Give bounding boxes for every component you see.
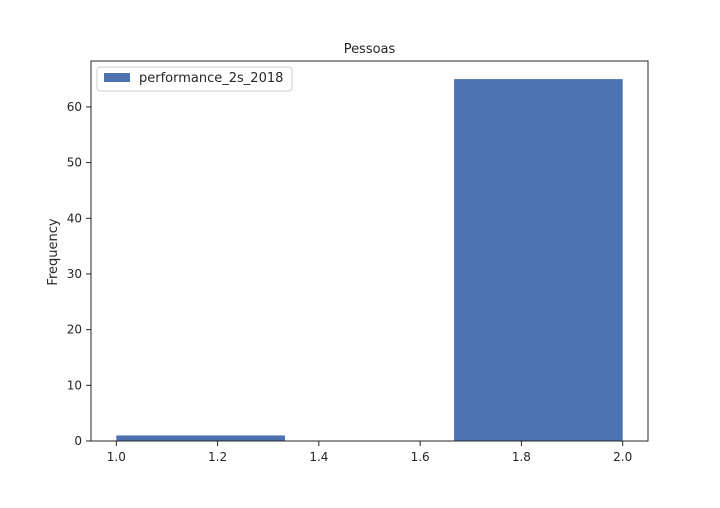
x-tick-label: 1.6 [411, 450, 430, 464]
chart-title: Pessoas [344, 42, 396, 57]
x-tick-label: 1.4 [309, 450, 328, 464]
bar [454, 79, 623, 441]
y-tick-label: 60 [67, 100, 82, 114]
y-tick-label: 10 [67, 378, 82, 392]
y-axis: 0 10 20 30 40 50 60 [67, 100, 91, 448]
x-tick-label: 1.2 [208, 450, 227, 464]
y-tick-label: 30 [67, 267, 82, 281]
y-tick-label: 50 [67, 156, 82, 170]
legend: performance_2s_2018 [96, 66, 293, 92]
legend-swatch [104, 73, 130, 82]
x-tick-label: 1.8 [512, 450, 531, 464]
x-axis: 1.0 1.2 1.4 1.6 1.8 2.0 [107, 441, 632, 464]
y-axis-label: Frequency [46, 218, 61, 285]
x-tick-label: 1.0 [107, 450, 126, 464]
legend-label: performance_2s_2018 [139, 71, 283, 86]
y-tick-label: 20 [67, 323, 82, 337]
bar [116, 435, 285, 441]
bars-group [116, 79, 623, 441]
axes-frame [90, 60, 649, 442]
y-tick-label: 40 [67, 211, 82, 225]
legend-frame [96, 66, 293, 92]
x-tick-label: 2.0 [613, 450, 632, 464]
y-tick-label: 0 [74, 434, 82, 448]
